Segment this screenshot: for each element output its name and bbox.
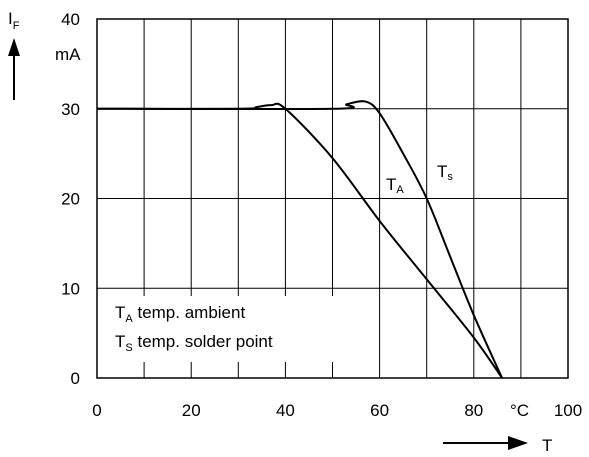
y-axis-arrow — [8, 38, 20, 100]
series-label-ta: TA — [386, 175, 404, 196]
y-tick-label: 0 — [71, 369, 80, 388]
x-tick-label: 60 — [370, 401, 389, 420]
y-axis-label: IF — [8, 9, 20, 32]
x-tick-label: 40 — [276, 401, 295, 420]
y-tick-label: 30 — [61, 100, 80, 119]
y-axis-unit: mA — [55, 45, 81, 64]
y-tick-labels: 0 10 20 30 40 — [61, 10, 80, 388]
x-tick-label: 0 — [92, 401, 101, 420]
series-label-ts: Ts — [437, 162, 453, 183]
x-tick-labels: 0 20 40 60 80 100 — [92, 401, 582, 420]
legend-item-solder: TS temp. solder point — [115, 332, 273, 354]
x-axis-arrow — [443, 436, 528, 450]
x-axis-label: T — [542, 436, 552, 455]
x-tick-label: 80 — [464, 401, 483, 420]
x-tick-label: 20 — [182, 401, 201, 420]
series-line-ts — [96, 100, 503, 379]
x-axis-unit: °C — [510, 401, 529, 420]
y-tick-label: 10 — [61, 279, 80, 298]
y-tick-label: 40 — [61, 10, 80, 29]
plot-frame — [96, 18, 569, 379]
y-tick-label: 20 — [61, 190, 80, 209]
x-tick-label: 100 — [554, 401, 582, 420]
legend-item-ambient: TA temp. ambient — [115, 303, 245, 325]
legend-box — [104, 296, 334, 362]
series-lines — [96, 100, 503, 379]
